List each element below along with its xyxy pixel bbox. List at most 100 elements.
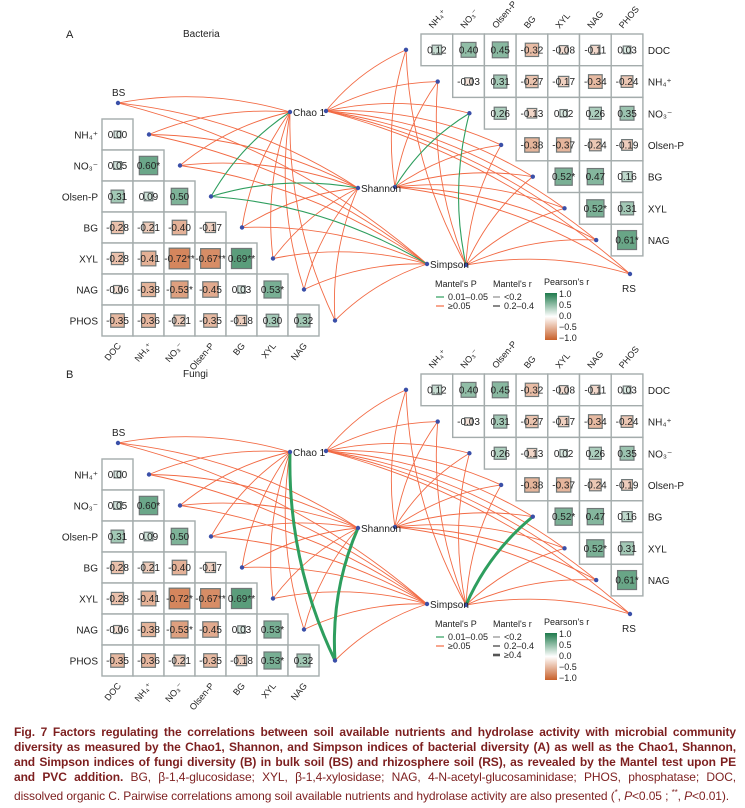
column-label: DOC <box>103 340 124 362</box>
correlation-square <box>559 448 568 458</box>
column-label: XYL <box>259 681 278 700</box>
correlation-value: 0.16 <box>617 512 637 523</box>
correlation-square <box>588 138 602 152</box>
correlation-value: -0.37 <box>552 140 575 151</box>
correlation-square <box>464 77 473 86</box>
correlation-value: -0.28 <box>106 254 129 265</box>
correlation-square <box>142 561 155 574</box>
correlation-value: 0.40 <box>459 45 479 56</box>
row-label: NH₄⁺ <box>74 131 98 142</box>
correlation-square <box>138 495 159 516</box>
correlation-square <box>113 470 122 479</box>
caption-p: P <box>684 789 692 803</box>
node-point <box>208 194 214 199</box>
correlation-value: -0.38 <box>521 140 544 151</box>
correlation-value: 0.26 <box>491 109 511 120</box>
correlation-square <box>110 653 125 668</box>
correlation-square <box>621 138 634 151</box>
correlation-square <box>554 507 573 526</box>
correlation-square <box>622 385 632 395</box>
mantel-link <box>303 263 428 290</box>
row-label: XYL <box>648 544 667 555</box>
row-label: Olsen-P <box>62 533 98 544</box>
node-point <box>208 534 214 539</box>
mantel-link <box>284 451 305 630</box>
column-label: BG <box>231 341 247 357</box>
panel-b: B Fungi BS RS Chao 1 Shannon Simpson NH₄⁺ 0.00 NO… <box>62 339 684 712</box>
mantel-link <box>303 187 359 290</box>
mantel-link <box>210 451 291 537</box>
index-node <box>392 524 398 530</box>
correlation-value: 0.69** <box>228 594 255 605</box>
mantel-link <box>465 547 565 606</box>
correlation-value: -0.06 <box>106 625 129 636</box>
correlation-value: 0.03 <box>232 625 252 636</box>
correlation-square <box>525 74 539 89</box>
mantel-link <box>465 144 502 266</box>
correlation-value: 0.26 <box>586 449 606 460</box>
correlation-square <box>526 107 538 119</box>
index-node <box>463 262 469 268</box>
correlation-value: -0.72* <box>166 594 193 605</box>
node-point <box>332 318 338 323</box>
index-node <box>323 448 329 454</box>
matrix-cell <box>287 644 320 677</box>
mantel-link <box>148 134 359 189</box>
index-node <box>392 184 398 190</box>
correlation-square <box>110 313 125 328</box>
mantel-link <box>394 512 533 528</box>
correlation-value: 0.03 <box>232 285 252 296</box>
bs-label: BS <box>112 88 126 99</box>
correlation-value: -0.38 <box>137 285 160 296</box>
index-node <box>355 525 361 531</box>
mantel-link <box>117 102 428 265</box>
correlation-square <box>141 313 156 328</box>
caption-bold: Fig. 7 Factors regulating the correlatio… <box>14 725 736 784</box>
correlation-square <box>588 106 602 120</box>
correlation-square <box>110 220 125 235</box>
row-label: NAG <box>76 286 98 297</box>
mantel-link <box>325 450 502 486</box>
correlation-square <box>616 569 638 591</box>
correlation-value: -0.28 <box>106 594 129 605</box>
legend-title: Mantel's P <box>435 279 477 289</box>
mantel-link <box>117 442 359 529</box>
correlation-value: 0.35 <box>617 449 637 460</box>
correlation-square <box>460 381 477 398</box>
correlation-square <box>110 560 125 575</box>
panel-letter: A <box>66 29 74 41</box>
mantel-link-significant <box>394 112 470 188</box>
correlation-value: 0.03 <box>617 385 637 396</box>
correlation-value: 0.40 <box>459 385 479 396</box>
correlation-value: -0.28 <box>106 223 129 234</box>
correlation-value: 0.31 <box>617 544 637 555</box>
mantel-link <box>325 450 534 518</box>
mantel-link <box>117 96 291 113</box>
correlation-square <box>557 415 570 428</box>
mantel-link <box>272 187 359 259</box>
correlation-square <box>619 201 635 216</box>
correlation-value: -0.17 <box>552 417 575 428</box>
colorbar-tick: −1.0 <box>559 673 577 683</box>
row-label: NAG <box>648 576 670 587</box>
correlation-value: 0.61* <box>615 576 638 587</box>
correlation-value: 0.30 <box>263 316 283 327</box>
index-node <box>287 449 293 455</box>
correlation-square <box>590 44 601 56</box>
mantel-link <box>325 110 565 209</box>
row-label: BG <box>648 513 663 524</box>
caption-sep: , <box>617 789 625 803</box>
correlation-square <box>524 137 540 153</box>
mantel-link <box>334 263 428 321</box>
rs-label: RS <box>622 624 636 635</box>
correlation-value: -0.37 <box>552 480 575 491</box>
node-point <box>562 546 567 551</box>
row-label: XYL <box>79 595 98 606</box>
correlation-value: 0.16 <box>617 172 637 183</box>
mantel-link <box>435 421 467 606</box>
colorbar-tick: −0.5 <box>559 322 577 332</box>
colorbar-tick: 0.5 <box>559 300 572 310</box>
mantel-link <box>405 389 467 606</box>
colorbar-tick: 1.0 <box>559 289 572 299</box>
correlation-value: 0.05 <box>108 161 128 172</box>
